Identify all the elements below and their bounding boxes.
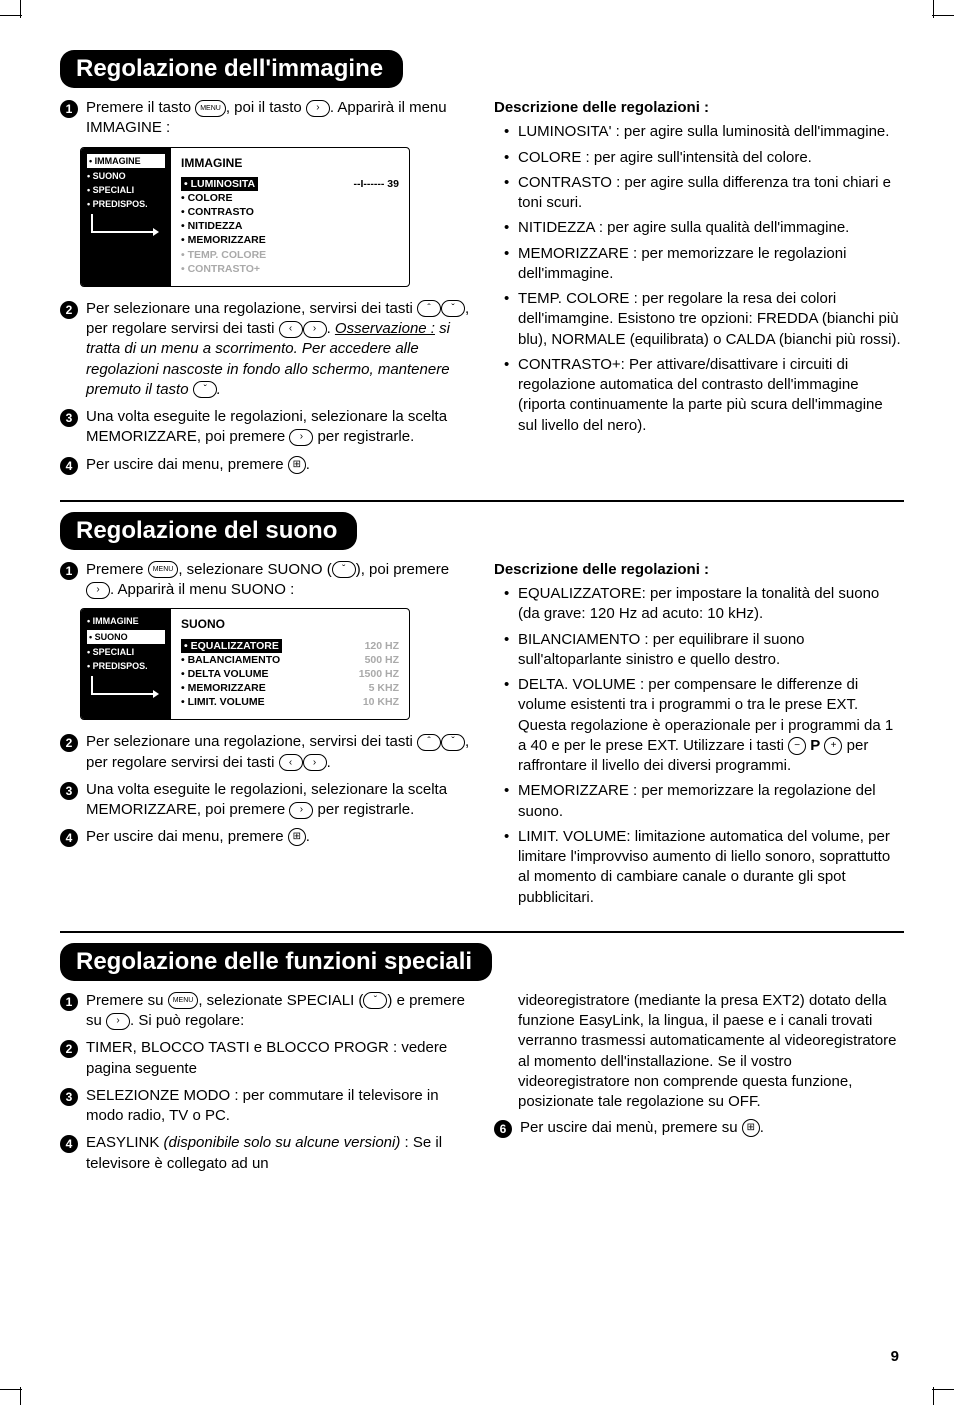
bullet-item: LIMIT. VOLUME: limitazione automatica de… [508, 827, 904, 908]
bullet-item: TEMP. COLORE : per regolare la resa dei … [508, 289, 904, 350]
right-column: Descrizione delle regolazioni : LUMINOSIT… [494, 98, 904, 482]
bullet-item: EQUALIZZATORE: per impostare la tonalità… [508, 584, 904, 625]
right-subtitle: Descrizione delle regolazioni : [494, 98, 904, 118]
step-number-icon: 1 [60, 993, 78, 1011]
step-number-icon: 2 [60, 734, 78, 752]
bullet-item: BILANCIAMENTO : per equilibrare il suono… [508, 630, 904, 671]
exit-key-icon: ⊞ [288, 456, 306, 474]
step-number-icon: 4 [60, 1135, 78, 1153]
step-item: 3Una volta eseguite le regolazioni, sele… [60, 407, 470, 448]
tv-main-menu: IMMAGINE• LUMINOSITA--I------ 39• COLORE… [171, 148, 409, 286]
step-number-icon: 3 [60, 1088, 78, 1106]
step-item: 6Per uscire dai menù, premere su ⊞. [494, 1118, 904, 1138]
menu-key-icon: MENU [195, 100, 226, 117]
plus-key-icon: + [824, 737, 842, 755]
bullet-item: LUMINOSITA' : per agire sulla luminosità… [508, 122, 904, 142]
step-number-icon: 1 [60, 562, 78, 580]
tv-menu-box: • IMMAGINE• SUONO• SPECIALI• PREDISPOS. … [80, 608, 410, 720]
menu-key-icon: MENU [148, 561, 179, 578]
left-key-icon: ‹ [279, 321, 303, 338]
bullet-item: CONTRASTO+: Per attivare/disattivare i c… [508, 355, 904, 436]
section-0: Regolazione dell'immagine 1Premere il tas… [60, 50, 904, 482]
step-number-icon: 3 [60, 409, 78, 427]
left-column: 1Premere MENU, selezionare SUONO (ˇ), po… [60, 560, 470, 913]
step-item: 2TIMER, BLOCCO TASTI e BLOCCO PROGR : ve… [60, 1038, 470, 1079]
minus-key-icon: − [788, 737, 806, 755]
tv-menu-box: • IMMAGINE• SUONO• SPECIALI• PREDISPOS. … [80, 147, 410, 287]
tv-side-menu: • IMMAGINE• SUONO• SPECIALI• PREDISPOS. [81, 609, 171, 719]
right-key-icon: › [86, 582, 110, 599]
section-title: Regolazione dell'immagine [60, 50, 403, 88]
description-list: EQUALIZZATORE: per impostare la tonalità… [494, 584, 904, 908]
down-key-icon: ˇ [441, 300, 465, 317]
left-column: 1Premere il tasto MENU, poi il tasto ›. … [60, 98, 470, 482]
menu-key-icon: MENU [168, 992, 199, 1009]
section-title: Regolazione delle funzioni speciali [60, 943, 492, 981]
exit-key-icon: ⊞ [288, 828, 306, 846]
left-key-icon: ‹ [279, 754, 303, 771]
down-key-icon: ˇ [441, 734, 465, 751]
step-item: 2Per selezionare una regolazione, servir… [60, 732, 470, 773]
bullet-item: CONTRASTO : per agire sulla differenza t… [508, 173, 904, 214]
section-1: Regolazione del suono 1Premere MENU, sele… [60, 500, 904, 913]
page-number: 9 [891, 1348, 899, 1365]
step-number-icon: 4 [60, 829, 78, 847]
right-key-icon: › [303, 754, 327, 771]
step-item: 3Una volta eseguite le regolazioni, sele… [60, 780, 470, 821]
step-item: 1Premere il tasto MENU, poi il tasto ›. … [60, 98, 470, 139]
section-title: Regolazione del suono [60, 512, 357, 550]
down-key-icon: ˇ [193, 381, 217, 398]
right-key-icon: › [303, 321, 327, 338]
continuation-text: videoregistratore (mediante la presa EXT… [494, 991, 904, 1113]
up-key-icon: ˆ [417, 734, 441, 751]
left-column: 1Premere su MENU, selezionate SPECIALI (… [60, 991, 470, 1181]
step-number-icon: 1 [60, 100, 78, 118]
right-subtitle: Descrizione delle regolazioni : [494, 560, 904, 580]
step-item: 3SELEZIONZE MODO : per commutare il tele… [60, 1086, 470, 1127]
step-item: 4Per uscire dai menu, premere ⊞. [60, 827, 470, 847]
bullet-item: DELTA. VOLUME : per compensare le differ… [508, 675, 904, 776]
description-list: LUMINOSITA' : per agire sulla luminosità… [494, 122, 904, 436]
exit-key-icon: ⊞ [742, 1119, 760, 1137]
bullet-item: COLORE : per agire sull'intensità del co… [508, 148, 904, 168]
step-number-icon: 2 [60, 301, 78, 319]
step-number-icon: 3 [60, 782, 78, 800]
bullet-item: NITIDEZZA : per agire sulla qualità dell… [508, 218, 904, 238]
down-key-icon: ˇ [363, 992, 387, 1009]
step-number-icon: 6 [494, 1120, 512, 1138]
step-item: 4EASYLINK (disponibile solo su alcune ve… [60, 1133, 470, 1174]
right-key-icon: › [289, 802, 313, 819]
right-key-icon: › [106, 1013, 130, 1030]
step-item: 4Per uscire dai menu, premere ⊞. [60, 455, 470, 475]
down-key-icon: ˇ [332, 561, 356, 578]
tv-side-menu: • IMMAGINE• SUONO• SPECIALI• PREDISPOS. [81, 148, 171, 286]
bullet-item: MEMORIZZARE : per memorizzare le regolaz… [508, 244, 904, 285]
right-key-icon: › [306, 100, 330, 117]
up-key-icon: ˆ [417, 300, 441, 317]
step-item: 1Premere MENU, selezionare SUONO (ˇ), po… [60, 560, 470, 601]
section-divider [60, 931, 904, 933]
right-column: Descrizione delle regolazioni : EQUALIZZA… [494, 560, 904, 913]
right-key-icon: › [289, 429, 313, 446]
step-number-icon: 2 [60, 1040, 78, 1058]
section-2: Regolazione delle funzioni speciali 1Prem… [60, 931, 904, 1181]
step-item: 2Per selezionare una regolazione, servir… [60, 299, 470, 400]
section-divider [60, 500, 904, 502]
bullet-item: MEMORIZZARE : per memorizzare la regolaz… [508, 781, 904, 822]
right-column: videoregistratore (mediante la presa EXT… [494, 991, 904, 1181]
tv-main-menu: SUONO• EQUALIZZATORE120 HZ• BALANCIAMENT… [171, 609, 409, 719]
step-number-icon: 4 [60, 457, 78, 475]
step-item: 1Premere su MENU, selezionate SPECIALI (… [60, 991, 470, 1032]
